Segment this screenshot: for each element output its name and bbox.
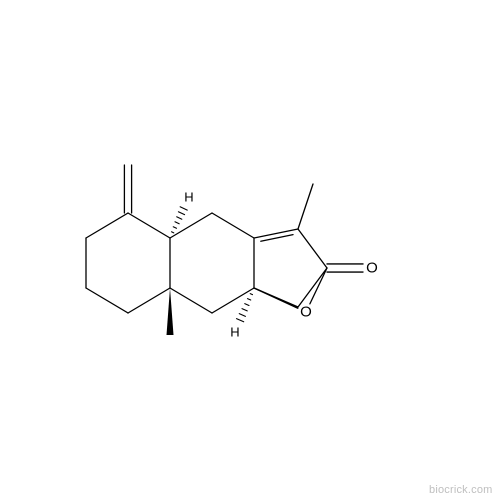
molecule-diagram xyxy=(0,0,500,500)
watermark-text: biocrick.com xyxy=(429,484,493,496)
hydrogen-label: H xyxy=(230,325,239,340)
hydrogen-label: H xyxy=(184,190,193,205)
oxygen-label: O xyxy=(366,260,378,277)
oxygen-label: O xyxy=(300,304,312,321)
canvas: O O H H biocrick.com xyxy=(0,0,500,500)
